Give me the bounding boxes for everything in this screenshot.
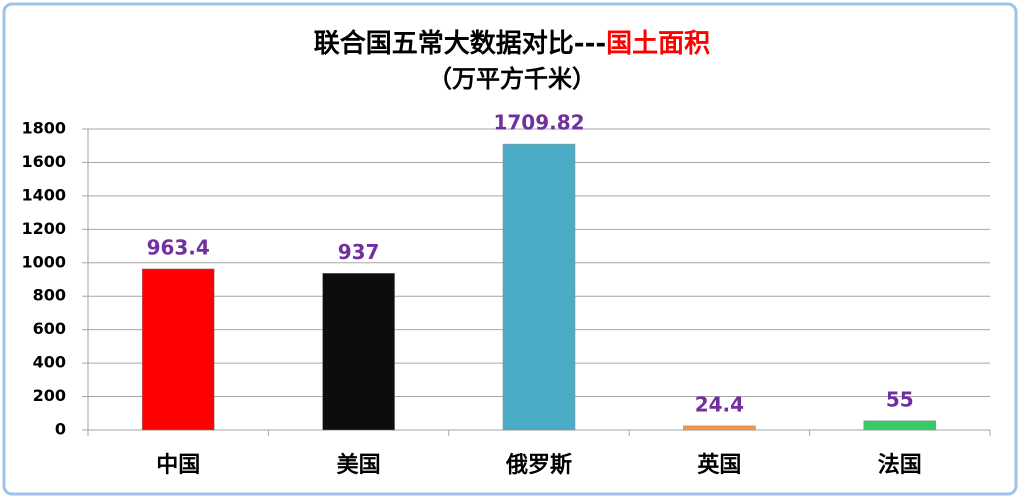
x-tick-label: 俄罗斯 — [505, 452, 572, 478]
y-tick-label: 1200 — [21, 219, 66, 238]
title-highlight: 国土面积 — [606, 29, 710, 59]
y-tick-label: 0 — [55, 420, 66, 439]
bar — [863, 420, 937, 431]
x-tick-label: 美国 — [337, 452, 381, 478]
y-tick-label: 600 — [33, 319, 66, 338]
bar — [322, 273, 395, 431]
x-tick-label: 英国 — [697, 453, 741, 478]
y-tick-label: 1800 — [21, 119, 66, 138]
x-tick-label: 中国 — [156, 453, 200, 478]
bar — [141, 268, 215, 431]
title-main: 联合国五常大数据对比--- — [314, 28, 606, 59]
y-tick-label: 400 — [33, 353, 66, 372]
bar — [683, 425, 756, 431]
value-label: 55 — [886, 387, 914, 411]
y-tick-label: 1000 — [21, 252, 66, 271]
value-label: 1709.82 — [493, 111, 584, 135]
y-tick-label: 800 — [33, 286, 66, 305]
chart-title: 联合国五常大数据对比---国土面积 — [314, 28, 710, 59]
y-tick-label: 200 — [33, 386, 66, 405]
y-tick-label: 1400 — [21, 185, 66, 204]
value-label: 24.4 — [695, 392, 744, 416]
y-tick-label: 1600 — [21, 152, 66, 171]
value-label: 937 — [338, 240, 380, 264]
chart-subtitle: （万平方千米） — [428, 65, 596, 93]
value-label: 963.4 — [147, 235, 210, 259]
bar — [502, 143, 576, 431]
x-tick-label: 法国 — [878, 453, 922, 478]
